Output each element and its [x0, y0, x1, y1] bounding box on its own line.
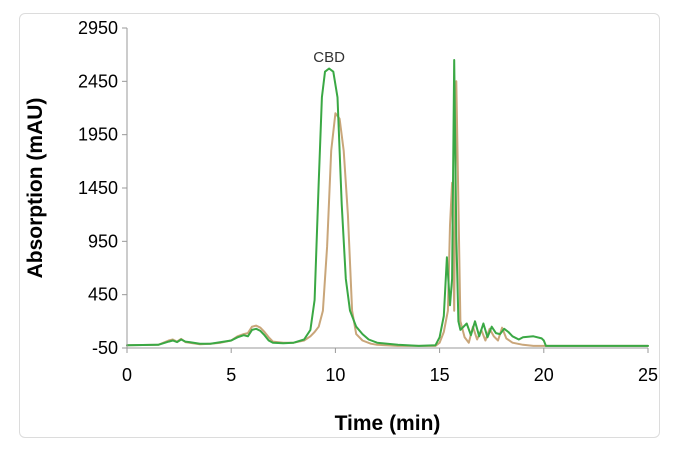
y-tick-label: 1950 — [78, 125, 118, 145]
x-tick-label: 25 — [638, 365, 658, 385]
ticks-layer: -50 450 950 1450 1950 2450 2950 0 5 10 15 20 25 — [78, 18, 658, 385]
x-tick-label: 15 — [430, 365, 450, 385]
y-axis-title: Absorption (mAU) — [24, 98, 47, 279]
x-tick-label: 0 — [122, 365, 132, 385]
x-tick-label: 10 — [325, 365, 345, 385]
plot-series-layer — [126, 59, 649, 347]
x-tick-label: 20 — [534, 365, 554, 385]
y-tick-label: 2450 — [78, 71, 118, 91]
y-tick-label: 2950 — [78, 18, 118, 38]
axes-layer — [126, 28, 648, 349]
x-axis-title: Time (min) — [335, 412, 441, 435]
y-tick-label: 1450 — [78, 178, 118, 198]
x-tick-label: 5 — [226, 365, 236, 385]
annotations-layer: CBD — [313, 49, 345, 66]
y-tick-label: 950 — [88, 231, 118, 251]
series-line-2 — [126, 80, 649, 347]
annotation-label: CBD — [313, 49, 345, 66]
chart-card — [19, 13, 660, 438]
y-tick-label: 450 — [88, 285, 118, 305]
series-line-1 — [126, 59, 649, 347]
y-tick-label: -50 — [92, 338, 118, 358]
